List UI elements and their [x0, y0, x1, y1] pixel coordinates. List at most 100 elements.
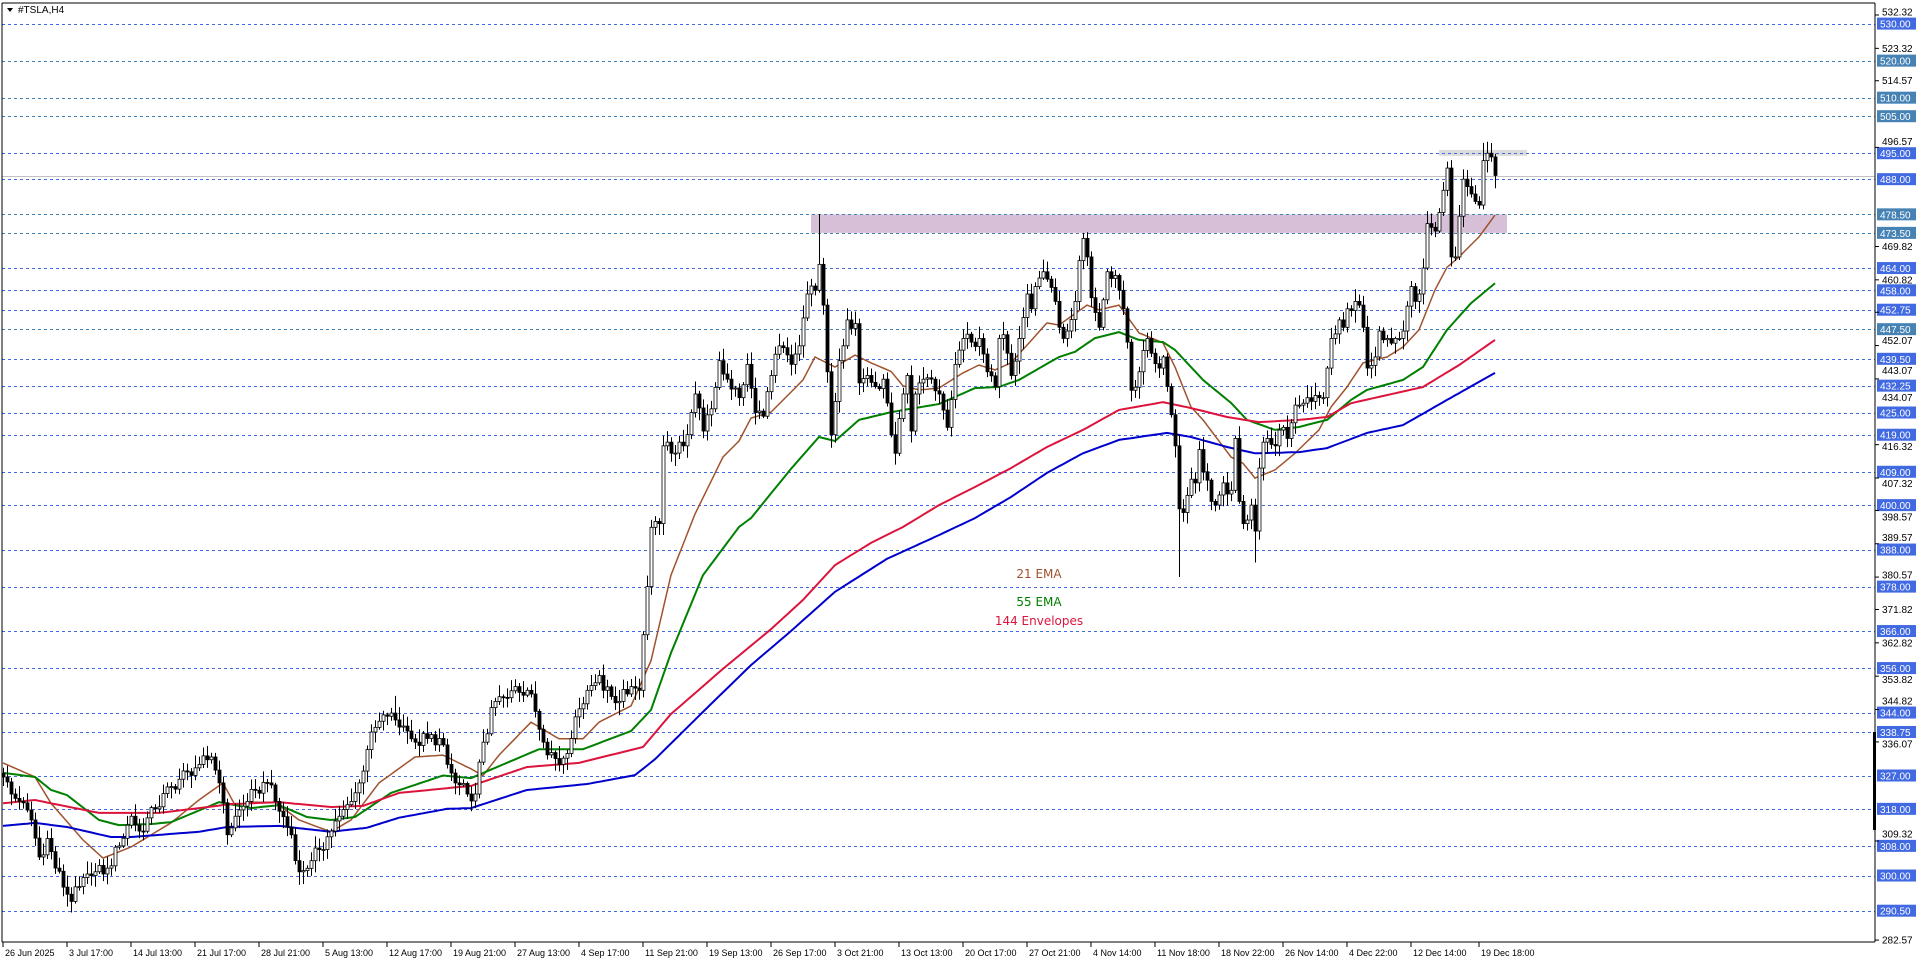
price-tick-label: 344.82	[1882, 697, 1913, 708]
candle	[1473, 185, 1478, 205]
time-tick-label: 3 Jul 17:00	[69, 948, 113, 958]
candle-body-bearish	[893, 434, 898, 454]
candle	[1057, 290, 1062, 334]
price-tick-label: 523.32	[1882, 44, 1913, 55]
candle-body-bullish	[561, 757, 566, 765]
candle	[181, 763, 186, 788]
candle	[697, 390, 702, 421]
candle	[1157, 356, 1162, 378]
candle	[861, 368, 866, 393]
candle	[1465, 170, 1470, 197]
candle-body-bullish	[513, 686, 518, 692]
candle-body-bullish	[741, 384, 746, 399]
candle-body-bearish	[501, 696, 506, 699]
candle	[1177, 434, 1182, 577]
candle-body-bullish	[801, 317, 806, 347]
candle	[737, 383, 742, 406]
candle	[493, 697, 498, 716]
candle-body-bullish	[1377, 330, 1382, 358]
candle	[637, 678, 642, 700]
candle-body-bullish	[673, 452, 678, 455]
candle	[361, 765, 366, 795]
candle-body-bullish	[665, 441, 670, 447]
candle	[297, 850, 302, 885]
candle-body-bearish	[973, 341, 978, 347]
candle	[373, 720, 378, 743]
candle-body-bullish	[593, 682, 598, 686]
candle	[993, 372, 998, 391]
candle	[905, 372, 910, 404]
candle-body-bullish	[757, 410, 762, 413]
price-tick-label: 407.32	[1882, 479, 1913, 490]
candle-body-bearish	[393, 712, 398, 721]
candle-body-bullish	[401, 725, 406, 728]
candle-body-bullish	[1369, 364, 1374, 369]
candle	[949, 390, 954, 437]
candle	[89, 862, 94, 886]
candle	[473, 782, 478, 809]
candle	[225, 798, 230, 845]
candle	[521, 681, 526, 702]
candle	[597, 670, 602, 686]
candle-body-bullish	[45, 838, 50, 856]
candle-body-bearish	[465, 783, 470, 795]
candle	[997, 334, 1002, 399]
candle	[105, 856, 110, 885]
candle-body-bullish	[837, 360, 842, 402]
chart-menu-triangle-icon[interactable]	[7, 8, 13, 12]
candle-body-bullish	[161, 793, 166, 808]
candle	[485, 728, 490, 745]
candle	[21, 797, 26, 809]
price-tick-label: 282.57	[1882, 936, 1913, 947]
candle	[1449, 160, 1454, 267]
level-label-box	[1877, 54, 1916, 67]
candle	[1061, 323, 1066, 344]
candle	[509, 680, 514, 703]
candle	[609, 684, 614, 700]
candle	[173, 783, 178, 794]
candle	[1189, 467, 1194, 499]
price-scale-scroll-marker[interactable]	[1873, 732, 1876, 830]
candle	[833, 392, 838, 443]
candle-body-bullish	[1257, 467, 1262, 532]
resistance-zone	[811, 214, 1507, 233]
time-tick-label: 14 Jul 13:00	[133, 948, 182, 958]
candle	[1073, 290, 1078, 332]
level-label: 510.00	[1880, 94, 1911, 105]
candle	[1125, 306, 1130, 349]
candle-body-bullish	[1081, 238, 1086, 262]
level-label: 464.00	[1880, 264, 1911, 275]
candle	[633, 676, 638, 700]
candle	[1297, 395, 1302, 409]
price-tick-label: 336.07	[1882, 739, 1913, 750]
candle	[1281, 425, 1286, 436]
candle	[437, 728, 442, 752]
candle	[1049, 275, 1054, 293]
time-tick-label: 4 Sep 17:00	[581, 948, 630, 958]
candle-body-bullish	[229, 827, 234, 836]
candle	[1241, 494, 1246, 530]
candle-body-bullish	[1133, 386, 1138, 391]
candle-body-bearish	[9, 781, 14, 795]
candle	[549, 740, 554, 758]
candle-body-bearish	[397, 719, 402, 728]
candle-body-bearish	[941, 393, 946, 411]
candle-body-bullish	[1305, 397, 1310, 404]
candle	[961, 329, 966, 363]
candle-body-bullish	[377, 720, 382, 728]
candle-body-bullish	[437, 738, 442, 746]
candle	[817, 213, 822, 293]
candle-body-bullish	[677, 441, 682, 454]
candle-body-bearish	[609, 686, 614, 697]
candle	[561, 755, 566, 774]
candle	[709, 400, 714, 427]
candle	[53, 845, 58, 874]
candle-body-bullish	[1437, 212, 1442, 232]
candle-body-bullish	[109, 865, 114, 869]
candle-body-bullish	[1141, 350, 1146, 373]
candle-body-bearish	[1493, 156, 1498, 176]
candle-body-bearish	[25, 802, 30, 811]
candle	[1145, 332, 1150, 358]
candle-body-bearish	[1477, 200, 1482, 206]
